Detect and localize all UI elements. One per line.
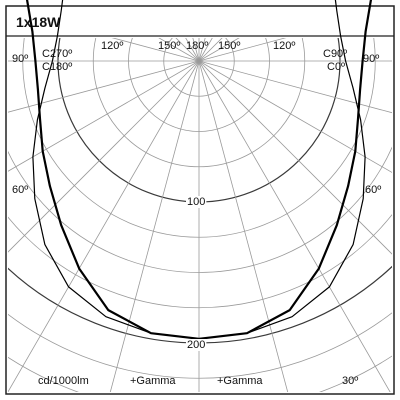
angle-label-30-right: 30º bbox=[342, 375, 358, 387]
grid-spoke-m45 bbox=[8, 60, 200, 253]
angle-label-120-left: 120º bbox=[101, 40, 123, 52]
grid-spoke-15 bbox=[198, 60, 289, 392]
gamma-label-left: +Gamma bbox=[130, 375, 176, 387]
radial-tick-200: 200 bbox=[187, 339, 205, 351]
angle-label-180: 180º bbox=[186, 40, 208, 52]
chart-title: 1x18W bbox=[16, 14, 61, 30]
grid-spoke-30 bbox=[198, 60, 391, 392]
angle-label-150-left: 150º bbox=[158, 40, 180, 52]
grid-spoke-m15 bbox=[109, 60, 200, 392]
angle-label-120-right: 120º bbox=[273, 40, 295, 52]
grid-spoke-m75 bbox=[8, 60, 200, 113]
intensity-curve-2 bbox=[32, 0, 366, 340]
grid-spoke-60 bbox=[198, 60, 392, 173]
plane-label-c90: C90º bbox=[323, 48, 347, 60]
tick-label-backing bbox=[186, 339, 207, 351]
grid-spoke-m30 bbox=[8, 60, 200, 392]
unit-label: cd/1000lm bbox=[38, 375, 89, 387]
grid-spoke-75 bbox=[198, 60, 392, 114]
angle-label-60-left: 60º bbox=[12, 184, 28, 196]
plane-label-c180: C180º bbox=[42, 61, 72, 73]
angle-label-90-left: 90º bbox=[12, 53, 28, 65]
angle-label-90-right: 90º bbox=[363, 53, 379, 65]
polar-labels: 120º 150º 180º 150º 120º 90º 90º C270º C… bbox=[12, 40, 381, 387]
plane-label-c0: C0º bbox=[327, 61, 345, 73]
gamma-label-right: +Gamma bbox=[217, 375, 263, 387]
angle-label-150-right: 150º bbox=[218, 40, 240, 52]
grid-spoke-m60 bbox=[8, 60, 200, 172]
radial-tick-100: 100 bbox=[187, 196, 205, 208]
grid-spoke-45 bbox=[198, 60, 392, 255]
intensity-curves bbox=[25, 0, 373, 340]
angle-label-60-right: 60º bbox=[365, 184, 381, 196]
tick-label-backing bbox=[186, 196, 207, 208]
plane-label-c270: C270º bbox=[42, 48, 72, 60]
